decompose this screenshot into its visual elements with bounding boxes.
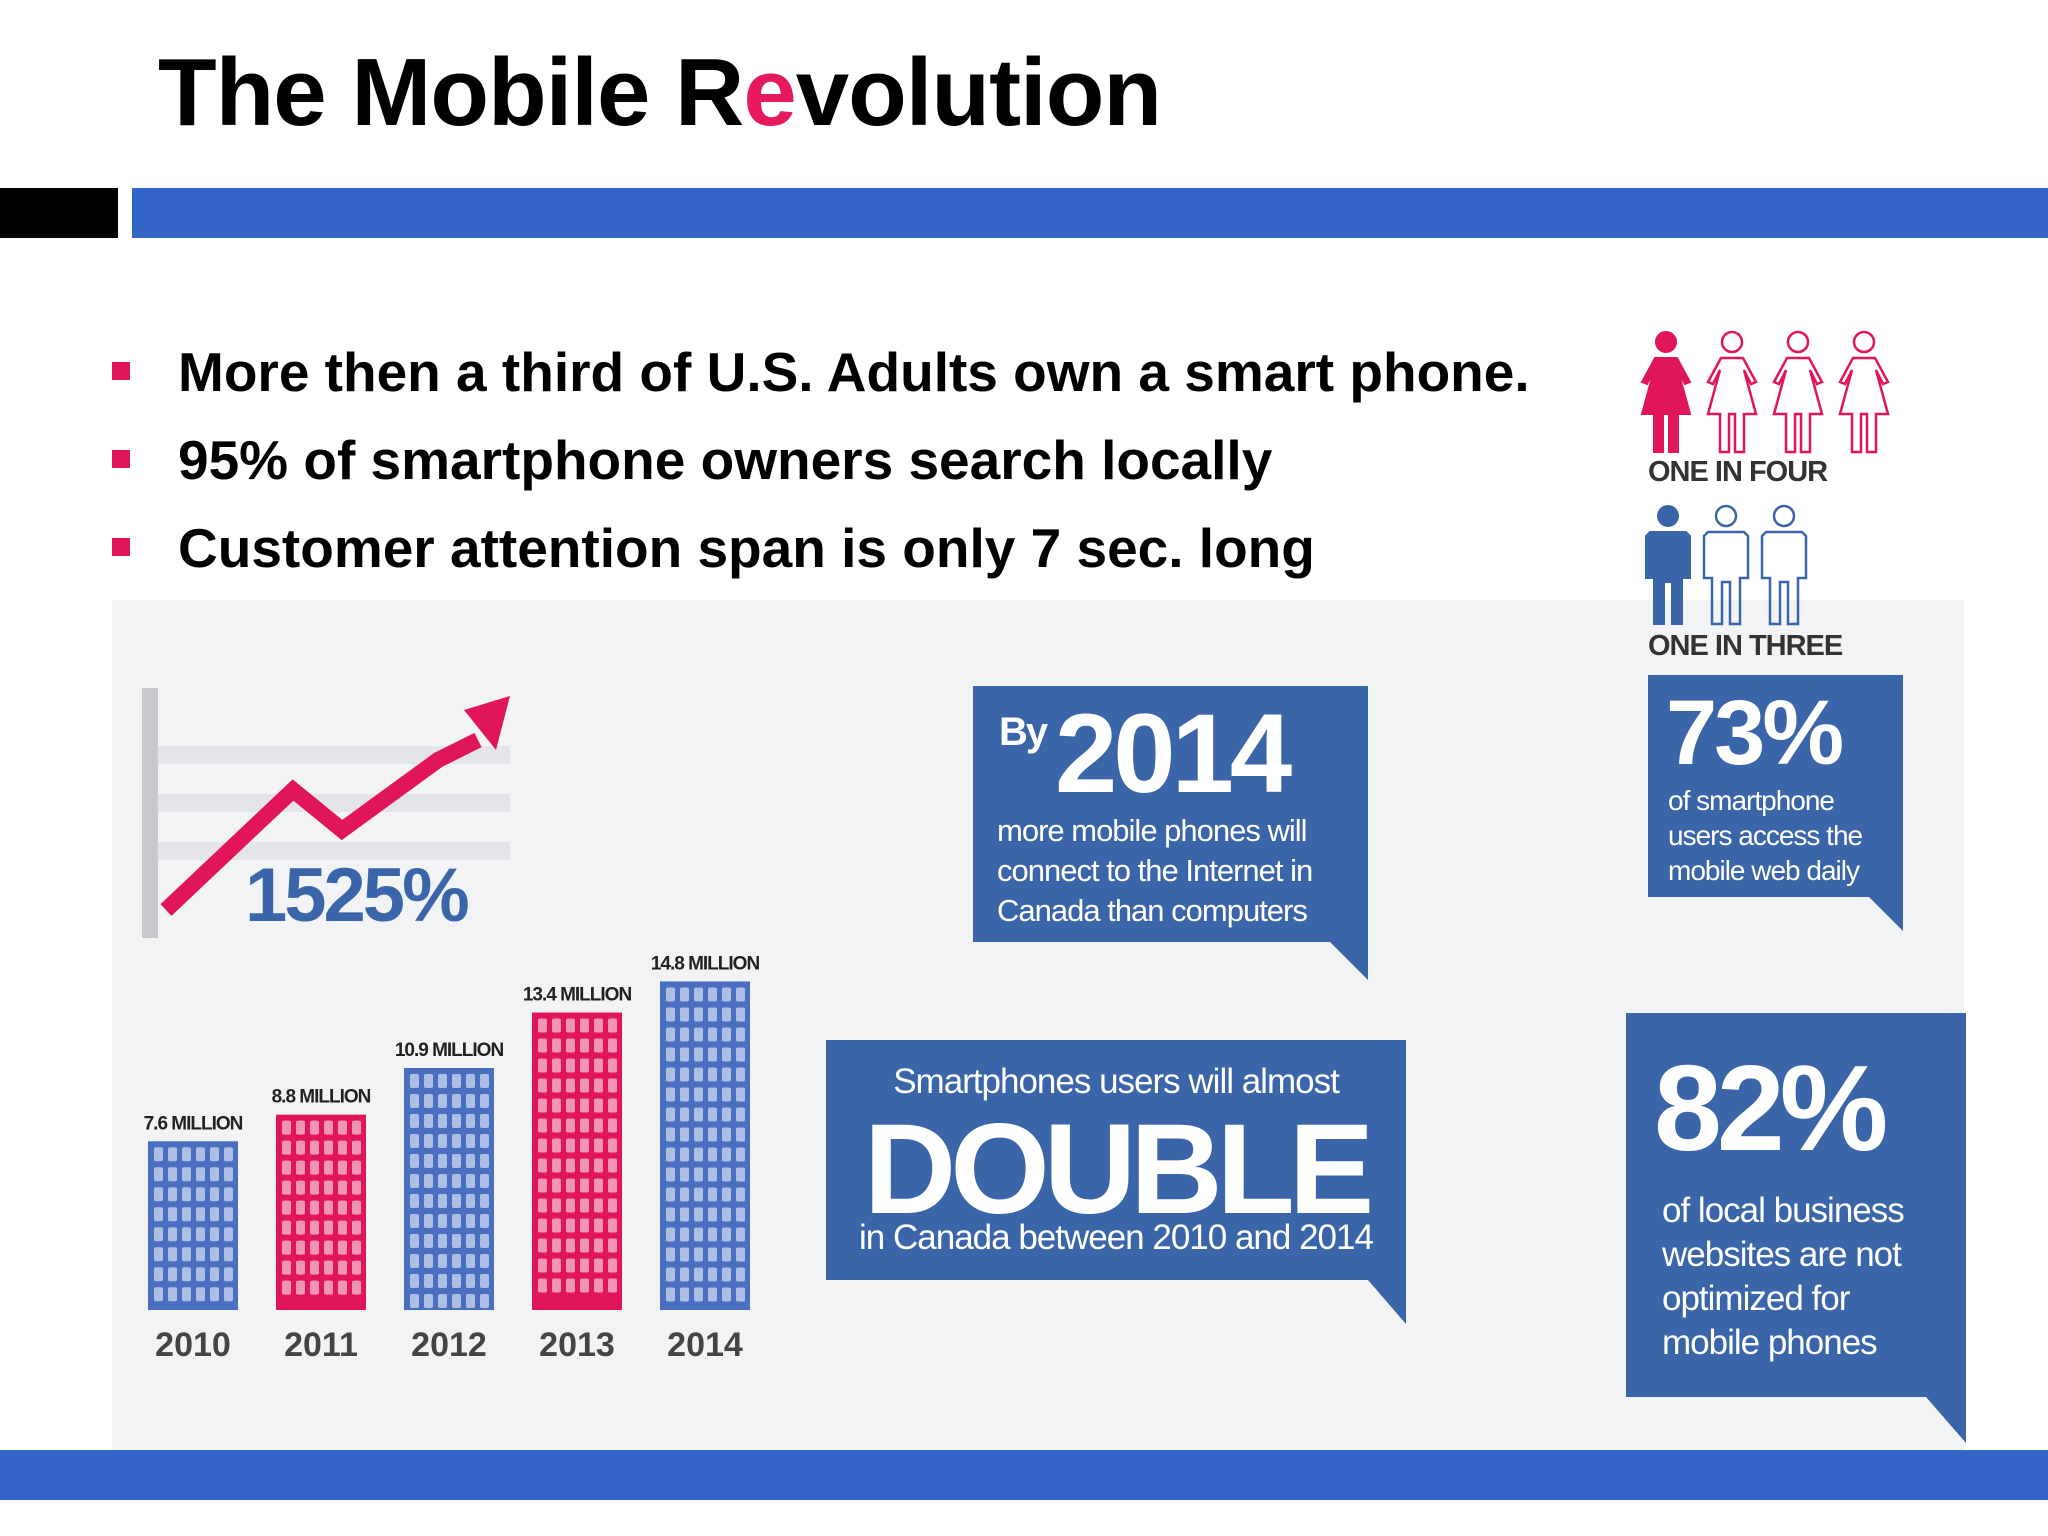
bullet-text: More then a third of U.S. Adults own a s…	[178, 341, 1530, 403]
box-73-tail	[1869, 897, 1903, 931]
man-icon	[1702, 504, 1750, 626]
growth-gridline	[158, 794, 510, 812]
women-caption: ONE IN FOUR	[1648, 456, 1828, 488]
chart-bar-2010	[148, 1141, 238, 1310]
box-double-big: DOUBLE	[863, 1098, 1374, 1241]
box-2014-line: more mobile phones will	[997, 813, 1308, 848]
box-82-text: of local business websites are not optim…	[1662, 1189, 1905, 1365]
chart-category-label: 2010	[155, 1326, 231, 1364]
bullet-text: 95% of smartphone owners search locally	[178, 429, 1273, 491]
box-73-text: of smartphone users access the mobile we…	[1668, 783, 1863, 888]
women-icons	[1641, 330, 1890, 454]
stat-box-82: 82% of local business websites are not o…	[1626, 1013, 1966, 1397]
growth-trend-line	[160, 732, 482, 916]
box-2014-year: 2014	[1055, 691, 1292, 816]
bullet-item-1: More then a third of U.S. Adults own a s…	[112, 340, 1612, 410]
bullet-item-2: 95% of smartphone owners search locally	[112, 428, 1612, 498]
chart-value-label: 8.8 MILLION	[272, 1087, 371, 1108]
bullet-text: Customer attention span is only 7 sec. l…	[178, 517, 1315, 579]
stat-box-73: 73% of smartphone users access the mobil…	[1648, 675, 1903, 897]
box-82-line: mobile phones	[1662, 1323, 1878, 1362]
men-icons	[1645, 504, 1808, 626]
woman-icon	[1706, 330, 1758, 454]
chart-bar-2012	[404, 1068, 494, 1310]
chart-category-label: 2012	[411, 1326, 487, 1364]
growth-arrow-graphic	[142, 688, 510, 938]
bullet-item-3: Customer attention span is only 7 sec. l…	[112, 516, 1612, 586]
smartphone-users-bar-chart: 7.6 MILLION 2010 8.8 MILLION 2011 10.9 MILLI…	[144, 953, 761, 1364]
chart-value-label: 13.4 MILLION	[523, 985, 632, 1006]
title-text-end: volution	[795, 39, 1162, 146]
bar-phone-pattern	[538, 1018, 617, 1293]
bar-phone-pattern	[154, 1147, 233, 1302]
box-2014-line: connect to the Internet in	[997, 853, 1313, 888]
box-double-line2: in Canada between 2010 and 2014	[859, 1218, 1374, 1257]
box-82-line: of local business	[1662, 1191, 1905, 1230]
box-82-value: 82%	[1654, 1040, 1888, 1176]
man-icon-highlighted	[1645, 505, 1691, 625]
title-text-start: The Mobile R	[158, 39, 744, 146]
box-double-tail	[1368, 1280, 1406, 1324]
chart-value-label: 7.6 MILLION	[144, 1113, 243, 1134]
box-2014-text: more mobile phones will connect to the I…	[997, 811, 1313, 931]
box-2014-line: Canada than computers	[997, 893, 1308, 928]
box-2014-by: By	[999, 710, 1048, 754]
growth-axis	[142, 688, 158, 938]
box-82-tail	[1926, 1397, 1966, 1443]
bar-phone-pattern	[666, 987, 745, 1302]
chart-value-label: 14.8 MILLION	[651, 953, 760, 974]
title-accent-letter: e	[743, 39, 796, 146]
footer-blue-bar	[0, 1450, 2048, 1500]
growth-arrowhead-icon	[464, 696, 510, 750]
box-double-line1: Smartphones users will almost	[893, 1062, 1340, 1101]
chart-category-label: 2011	[284, 1326, 358, 1364]
chart-value-label: 10.9 MILLION	[395, 1040, 504, 1061]
woman-icon	[1838, 330, 1890, 454]
box-73-line: mobile web daily	[1668, 855, 1860, 886]
men-caption: ONE IN THREE	[1648, 630, 1843, 662]
header-blue-bar	[132, 188, 2048, 238]
stat-box-double: Smartphones users will almost DOUBLE in …	[826, 1040, 1406, 1280]
chart-category-label: 2014	[667, 1326, 743, 1364]
bullet-square-icon	[112, 362, 130, 380]
woman-icon	[1772, 330, 1824, 454]
stat-box-2014: By 2014 more mobile phones will connect …	[973, 686, 1368, 942]
growth-gridline	[158, 746, 510, 764]
page-title: The Mobile Revolution	[158, 38, 1162, 148]
box-2014-tail	[1330, 942, 1368, 980]
growth-gridline	[158, 842, 510, 860]
box-82-line: optimized for	[1662, 1279, 1850, 1318]
growth-percent-label: 1525%	[245, 853, 470, 938]
woman-icon-highlighted	[1641, 331, 1691, 453]
box-73-line: users access the	[1668, 820, 1863, 851]
bullet-square-icon	[112, 450, 130, 468]
bar-phone-pattern	[282, 1120, 361, 1295]
chart-category-label: 2013	[539, 1326, 615, 1364]
header-black-bar	[0, 188, 118, 238]
bar-phone-pattern	[410, 1074, 489, 1309]
box-73-value: 73%	[1666, 682, 1844, 784]
bullet-square-icon	[112, 538, 130, 556]
box-73-line: of smartphone	[1668, 785, 1835, 816]
man-icon	[1760, 504, 1808, 626]
box-82-line: websites are not	[1662, 1235, 1902, 1274]
